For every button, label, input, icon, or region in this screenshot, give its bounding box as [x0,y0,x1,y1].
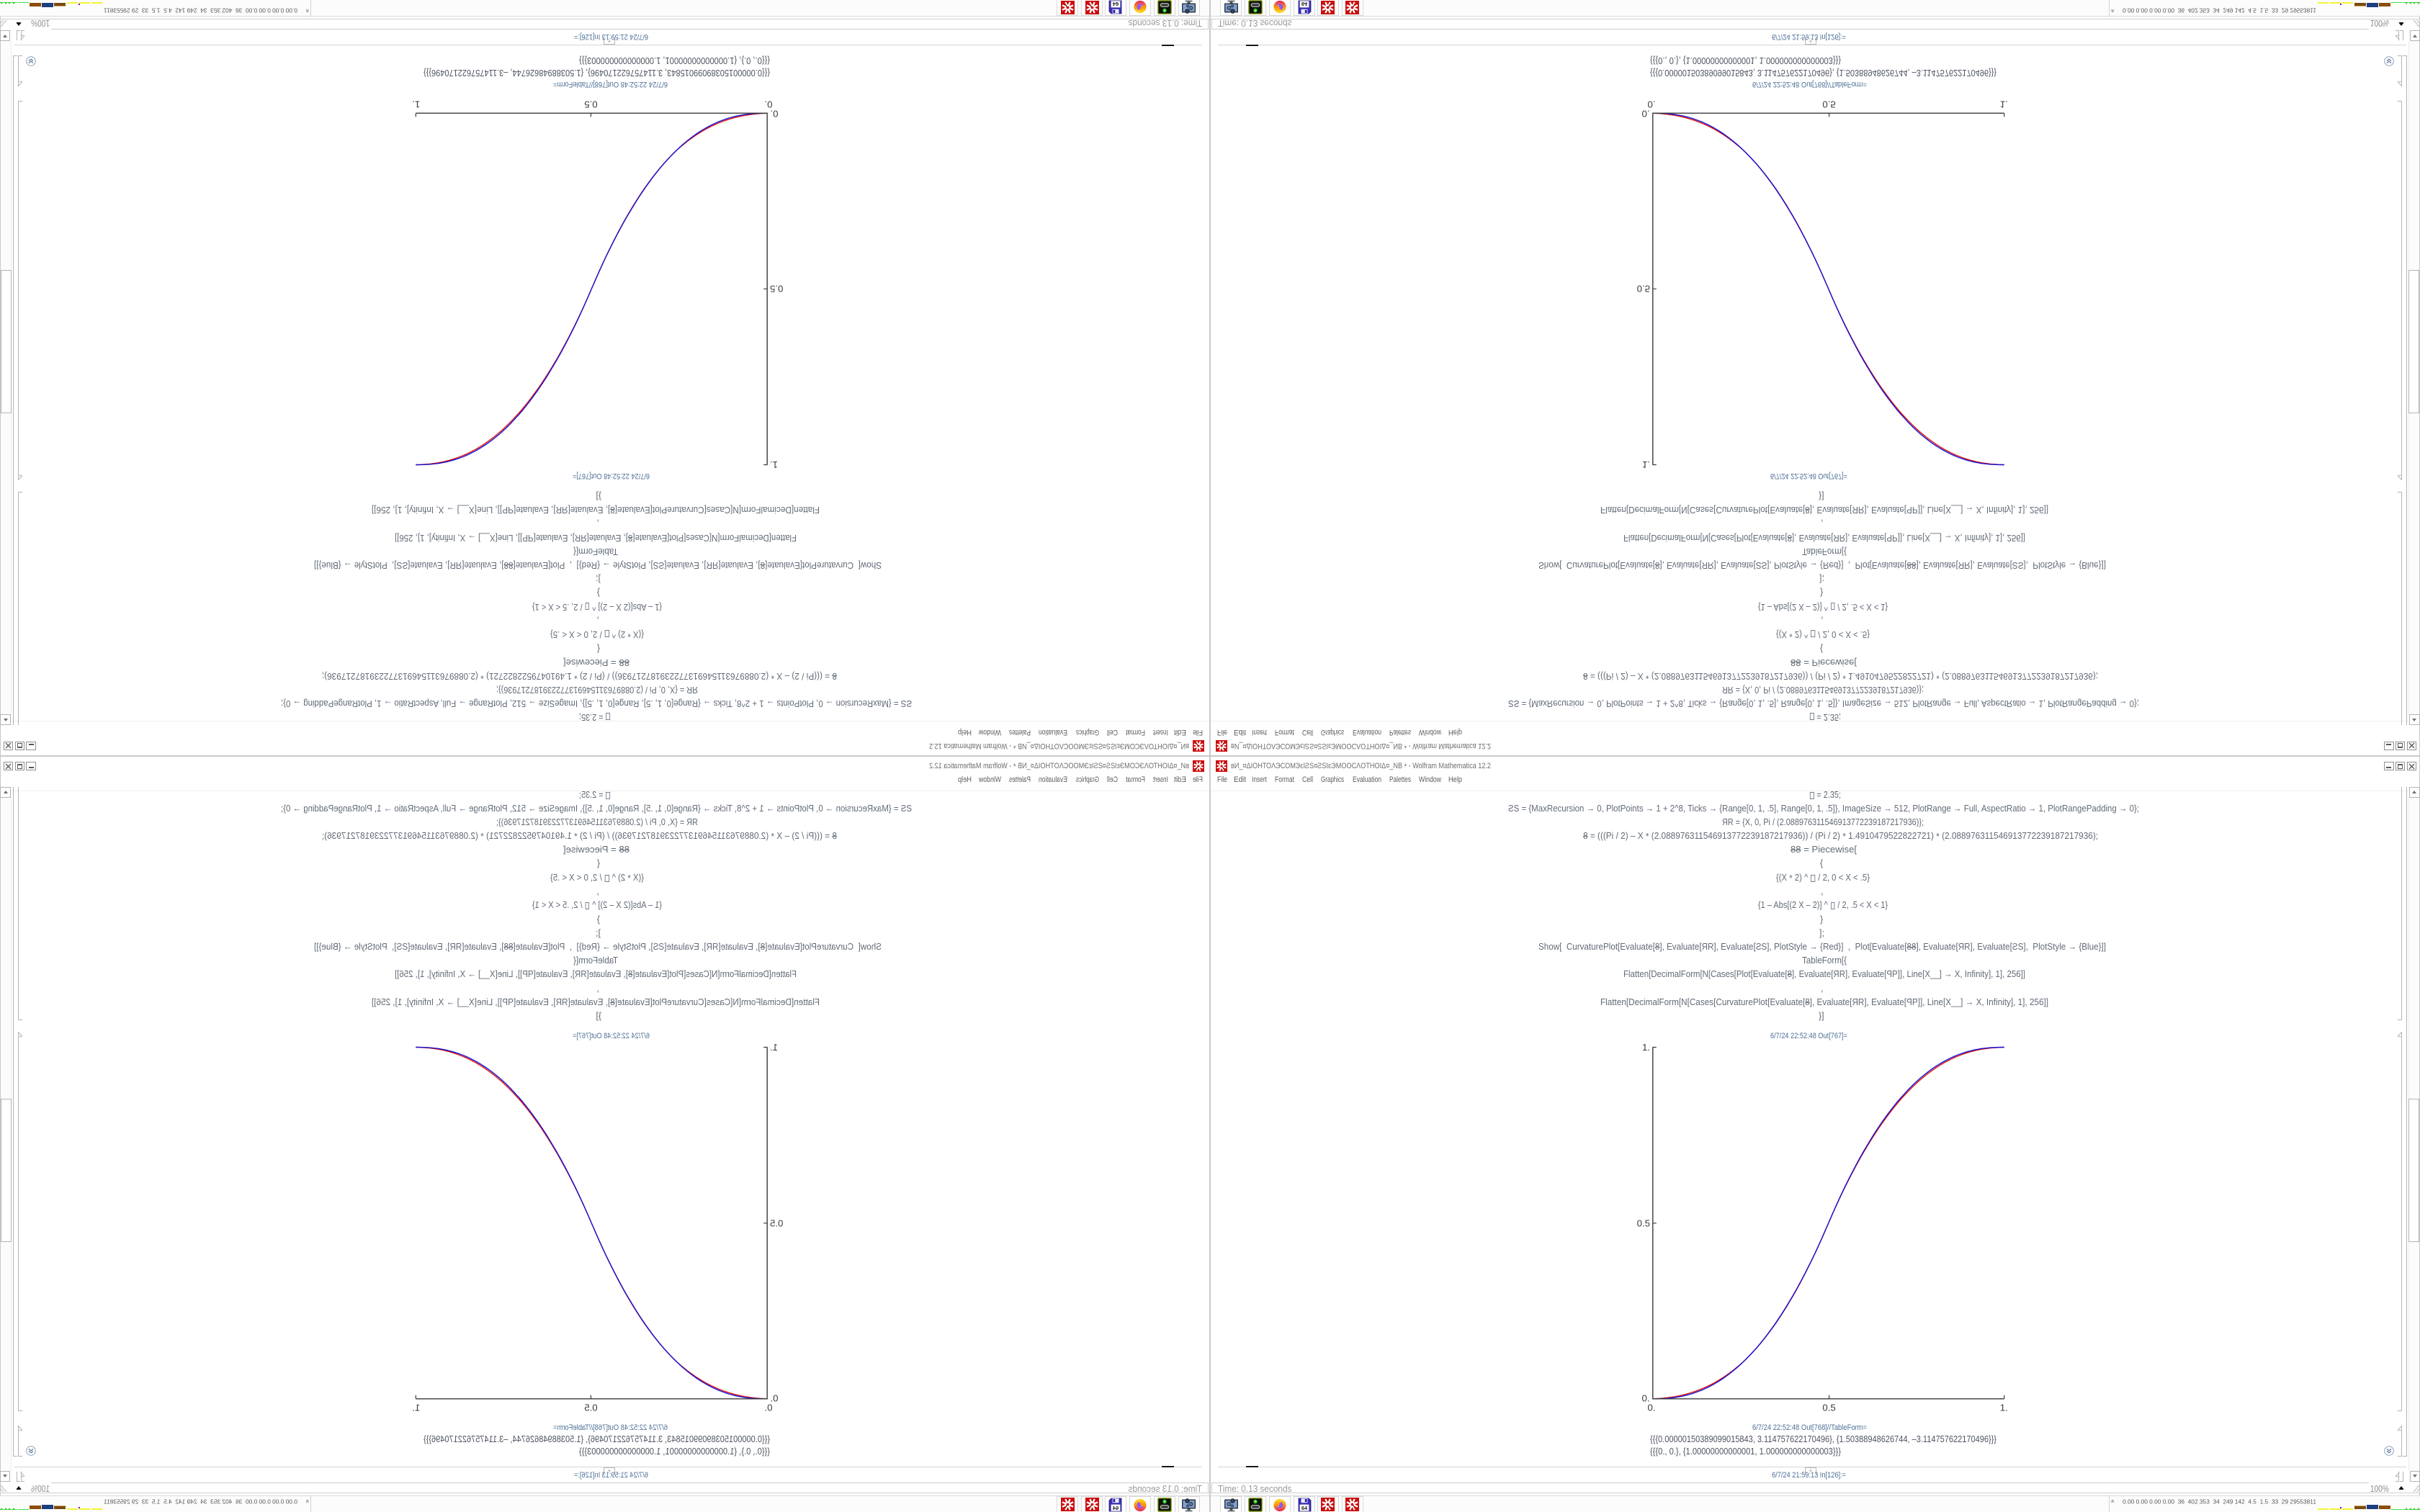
svg-text:0.5: 0.5 [1822,99,1835,110]
svg-text:0.5: 0.5 [584,1403,597,1413]
svg-text:0.5: 0.5 [584,99,597,110]
svg-text:1.: 1. [770,1042,778,1053]
svg-text:0.: 0. [1648,99,1656,110]
svg-text:1.: 1. [1642,1042,1650,1053]
svg-text:1.: 1. [770,459,778,470]
svg-text:64: 64 [1301,1,1308,7]
svg-text:0.5: 0.5 [1637,284,1650,294]
svg-text:0.5: 0.5 [1822,1403,1835,1413]
svg-text:0.: 0. [1642,1393,1650,1404]
svg-text:64: 64 [1112,1505,1119,1511]
svg-text:0.: 0. [771,1393,779,1404]
svg-text:64: 64 [1112,1,1119,7]
svg-text:1.: 1. [412,1403,420,1413]
svg-text:64: 64 [1301,1505,1308,1511]
svg-text:0.: 0. [1648,1403,1656,1413]
svg-text:0.5: 0.5 [1637,1218,1650,1228]
svg-text:0.: 0. [771,108,779,119]
svg-text:1.: 1. [412,99,420,110]
svg-text:0.5: 0.5 [770,1218,783,1228]
svg-text:0.5: 0.5 [770,284,783,294]
svg-text:1.: 1. [2000,99,2008,110]
svg-text:0.: 0. [1642,108,1650,119]
svg-text:1.: 1. [2000,1403,2008,1413]
svg-text:1.: 1. [1642,459,1650,470]
svg-text:0.: 0. [765,99,773,110]
svg-text:0.: 0. [765,1403,773,1413]
